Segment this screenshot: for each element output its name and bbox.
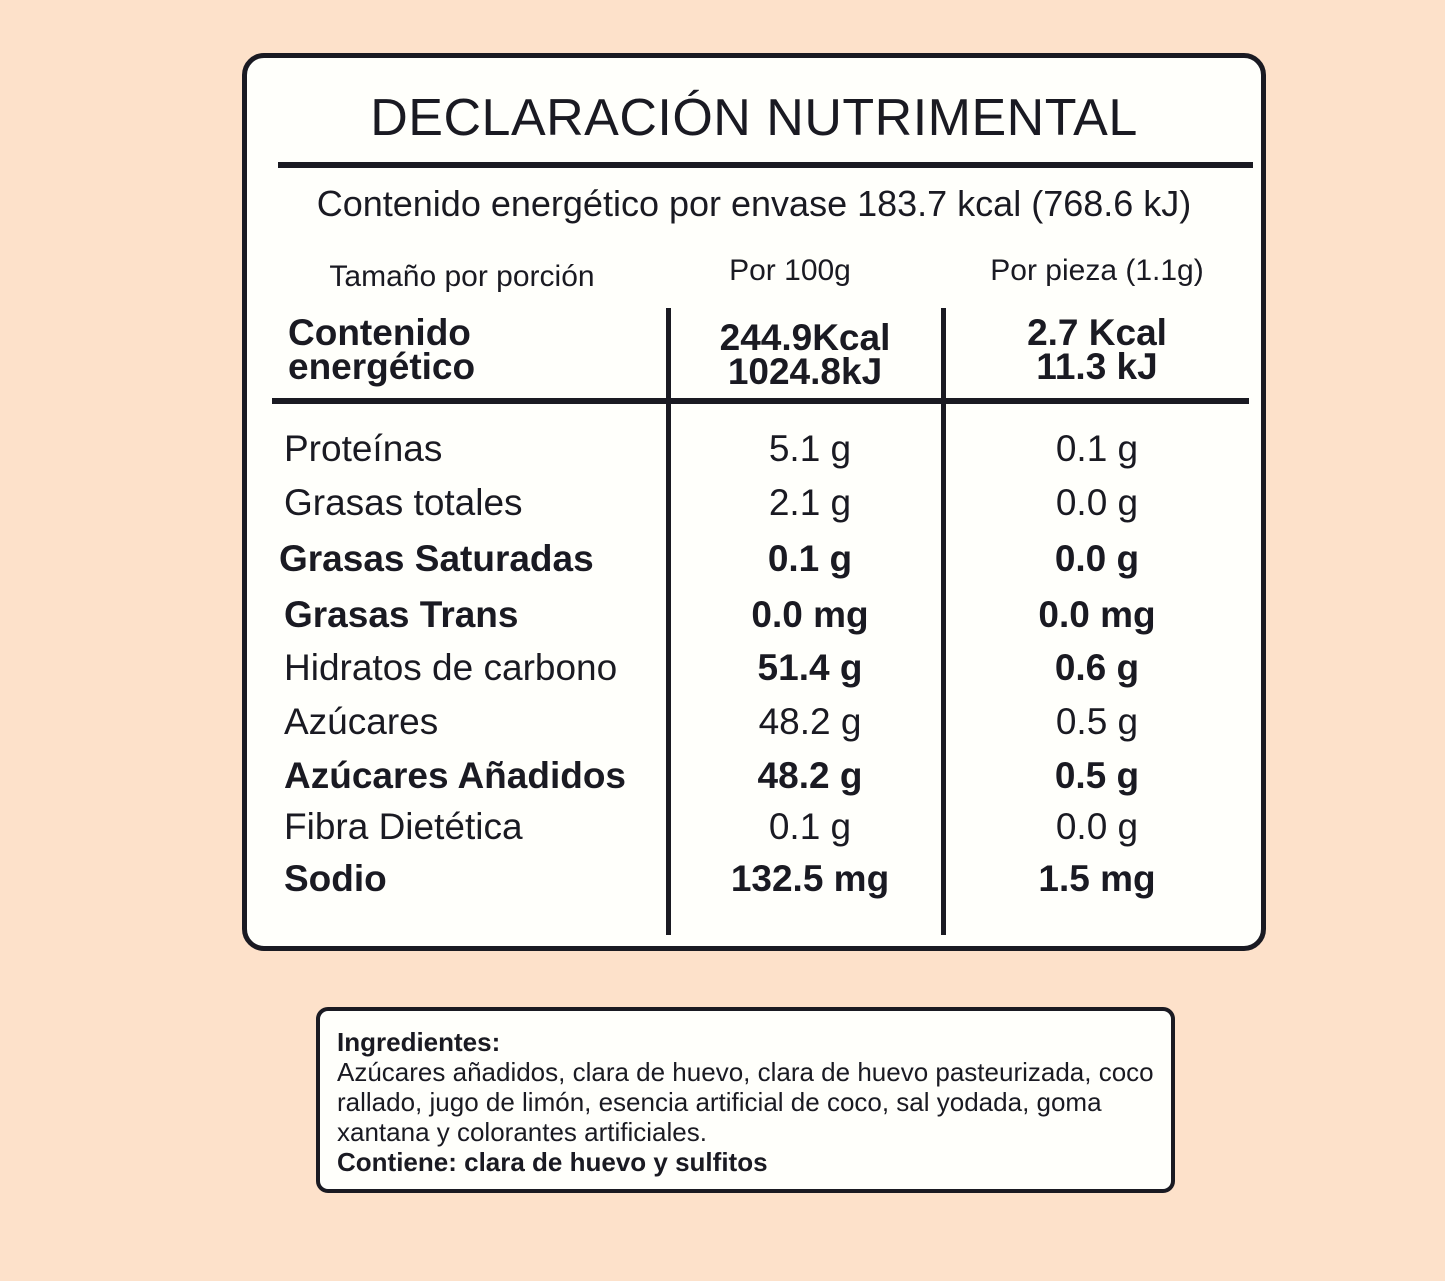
panel-title: DECLARACIÓN NUTRIMENTAL [370,89,1138,147]
nutrient-label: Azúcares Añadidos [284,755,626,796]
nutrient-label: Grasas Saturadas [279,538,594,579]
energy-per-package: Contenido energético por envase 183.7 kc… [316,183,1192,224]
title-divider [278,162,1253,168]
header-per-100g: Por 100g [729,254,851,287]
nutrient-row-sodio: Sodio 132.5 mg 1.5 mg [247,858,1261,912]
nutrient-value-per-100g: 0.1 g [768,806,852,847]
nutrient-value-per-100g: 132.5 mg [730,858,890,899]
nutrient-label: Grasas totales [284,482,523,523]
column-divider-1 [666,308,671,935]
nutrient-value-per-piece: 0.1 g [1055,428,1139,469]
nutrition-facts-panel: DECLARACIÓN NUTRIMENTAL Contenido energé… [242,53,1266,951]
nutrient-row-grasas-trans: Grasas Trans 0.0 mg 0.0 mg [247,594,1261,648]
energy-label-line2: energético [288,346,476,387]
nutrient-value-per-piece: 1.5 mg [1038,858,1156,899]
nutrient-value-per-piece: 0.0 g [1054,538,1140,579]
energy-per-piece-kcal: 2.7 Kcal [1027,312,1167,353]
nutrient-value-per-piece: 0.0 g [1055,806,1139,847]
nutrient-label: Grasas Trans [284,594,519,635]
nutrient-label: Fibra Dietética [284,806,523,847]
nutrient-row-azucares: Azúcares 48.2 g 0.5 g [247,701,1261,755]
nutrient-value-per-100g: 51.4 g [757,647,863,688]
ingredients-panel: Ingredientes: Azúcares añadidos, clara d… [316,1007,1175,1193]
ingredients-list: Azúcares añadidos, clara de huevo, clara… [337,1057,1154,1147]
nutrient-row-grasas-totales: Grasas totales 2.1 g 0.0 g [247,482,1261,536]
nutrient-label: Proteínas [284,428,443,469]
energy-per-100g-kcal: 244.9Kcal [719,317,891,358]
nutrient-row-grasas-saturadas: Grasas Saturadas 0.1 g 0.0 g [247,538,1261,592]
energy-per-piece-kj: 11.3 kJ [1036,346,1158,387]
energy-label: Contenido energético [288,312,476,387]
energy-per-100g-kj: 1024.8kJ [727,351,883,392]
nutrient-label: Azúcares [284,701,439,742]
nutrient-label: Sodio [284,858,387,899]
nutrient-value-per-piece: 0.0 mg [1038,594,1156,635]
nutrient-value-per-piece: 0.5 g [1055,701,1139,742]
ingredients-title: Ingredientes: [337,1027,501,1057]
energy-per-piece: 2.7 Kcal 11.3 kJ [957,312,1237,387]
nutrient-row-proteinas: Proteínas 5.1 g 0.1 g [247,428,1261,482]
nutrient-value-per-100g: 0.0 mg [751,594,869,635]
nutrient-value-per-100g: 48.2 g [757,755,863,796]
header-portion-size: Tamaño por porción [329,260,595,293]
nutrient-row-hidratos: Hidratos de carbono 51.4 g 0.6 g [247,647,1261,701]
nutrient-row-fibra: Fibra Dietética 0.1 g 0.0 g [247,806,1261,860]
energy-divider [272,398,1249,404]
nutrient-value-per-piece: 0.0 g [1055,482,1139,523]
nutrient-value-per-100g: 0.1 g [767,538,853,579]
energy-per-100g: 244.9Kcal 1024.8kJ [670,317,940,392]
column-divider-2 [941,308,946,935]
nutrient-value-per-piece: 0.5 g [1054,755,1140,796]
energy-label-line1: Contenido [288,312,471,353]
nutrient-value-per-100g: 2.1 g [768,482,852,523]
nutrient-value-per-100g: 48.2 g [758,701,862,742]
nutrient-value-per-piece: 0.6 g [1054,647,1140,688]
nutrient-value-per-100g: 5.1 g [768,428,852,469]
nutrient-row-azucares-anadidos: Azúcares Añadidos 48.2 g 0.5 g [247,755,1261,809]
nutrient-label: Hidratos de carbono [284,647,618,688]
header-per-piece: Por pieza (1.1g) [990,254,1204,287]
allergen-statement: Contiene: clara de huevo y sulfitos [337,1147,768,1177]
